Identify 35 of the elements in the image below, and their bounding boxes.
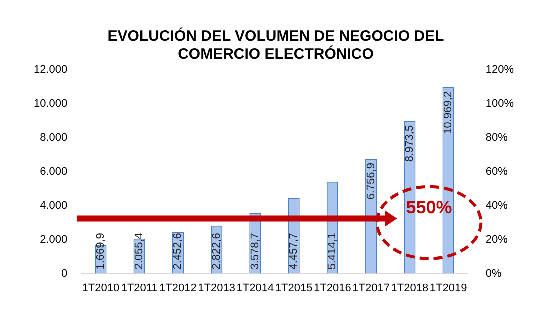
y2-tick-label: 80% [486, 132, 508, 144]
x-tick-label: 1T2019 [430, 282, 468, 294]
x-tick-label: 1T2010 [82, 282, 120, 294]
data-label: 10.969,2 [442, 91, 455, 134]
data-label: 1.669,9 [94, 233, 107, 270]
x-tick-label: 1T2014 [236, 282, 274, 294]
data-label: 5.414,1 [326, 233, 339, 270]
y-tick-label: 12.000 [34, 64, 68, 76]
y2-tick-label: 100% [486, 98, 514, 110]
y2-tick-label: 120% [486, 64, 514, 76]
x-tick-label: 1T2018 [391, 282, 429, 294]
y2-tick-label: 60% [486, 166, 508, 178]
data-label: 2.452,6 [172, 233, 184, 270]
x-tick-label: 1T2013 [198, 282, 236, 294]
data-label: 4.457,7 [288, 233, 300, 270]
y-tick-label: 0 [62, 268, 68, 280]
y-tick-label: 8.000 [40, 132, 68, 144]
data-label: 2.822,6 [210, 233, 223, 270]
chart-title: EVOLUCIÓN DEL VOLUMEN DE NEGOCIO DEL COMERCIO ELECTRÓNICO [108, 27, 444, 64]
x-tick-label: 1T2012 [160, 282, 197, 294]
y2-tick-label: 0% [486, 268, 502, 280]
x-tick-label: 1T2011 [121, 282, 158, 294]
data-label: 8.973,5 [404, 125, 416, 162]
y-tick-label: 2.000 [40, 234, 68, 246]
x-tick-label: 1T2015 [275, 282, 313, 294]
y2-tick-label: 20% [486, 234, 508, 246]
y-tick-label: 6.000 [40, 166, 68, 178]
y2-tick-label: 40% [486, 200, 508, 212]
y-tick-label: 4.000 [40, 200, 68, 212]
x-tick-label: 1T2016 [314, 282, 352, 294]
data-label: 2.055,4 [134, 233, 146, 270]
x-tick-label: 1T2017 [352, 282, 390, 294]
data-label: 3.578,7 [249, 233, 262, 270]
data-label: 6.756,9 [365, 163, 378, 200]
y-tick-label: 10.000 [34, 98, 68, 110]
